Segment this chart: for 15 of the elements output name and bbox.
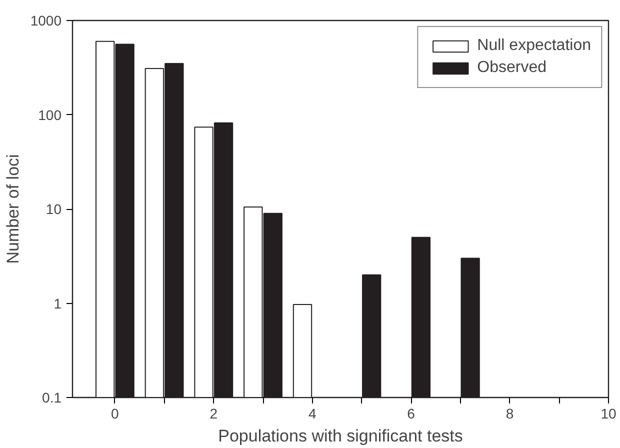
y-tick-label: 1000 bbox=[30, 12, 62, 28]
y-tick-label: 10 bbox=[46, 201, 62, 217]
legend-label: Observed bbox=[477, 59, 547, 77]
x-tick-label: 0 bbox=[111, 406, 120, 422]
legend-label: Null expectation bbox=[477, 37, 591, 55]
y-tick-label: 0.1 bbox=[42, 390, 62, 406]
x-tick-label: 4 bbox=[308, 406, 316, 422]
y-axis-title: Number of loci bbox=[3, 154, 22, 264]
x-axis-title: Populations with significant tests bbox=[218, 426, 463, 446]
x-tick-label: 10 bbox=[600, 406, 616, 422]
x-tick-label: 2 bbox=[210, 406, 218, 422]
x-tick-label: 6 bbox=[407, 406, 416, 422]
y-tick-label: 1 bbox=[54, 295, 62, 312]
x-tick-label: 8 bbox=[506, 406, 514, 422]
y-tick-label: 100 bbox=[38, 106, 62, 123]
